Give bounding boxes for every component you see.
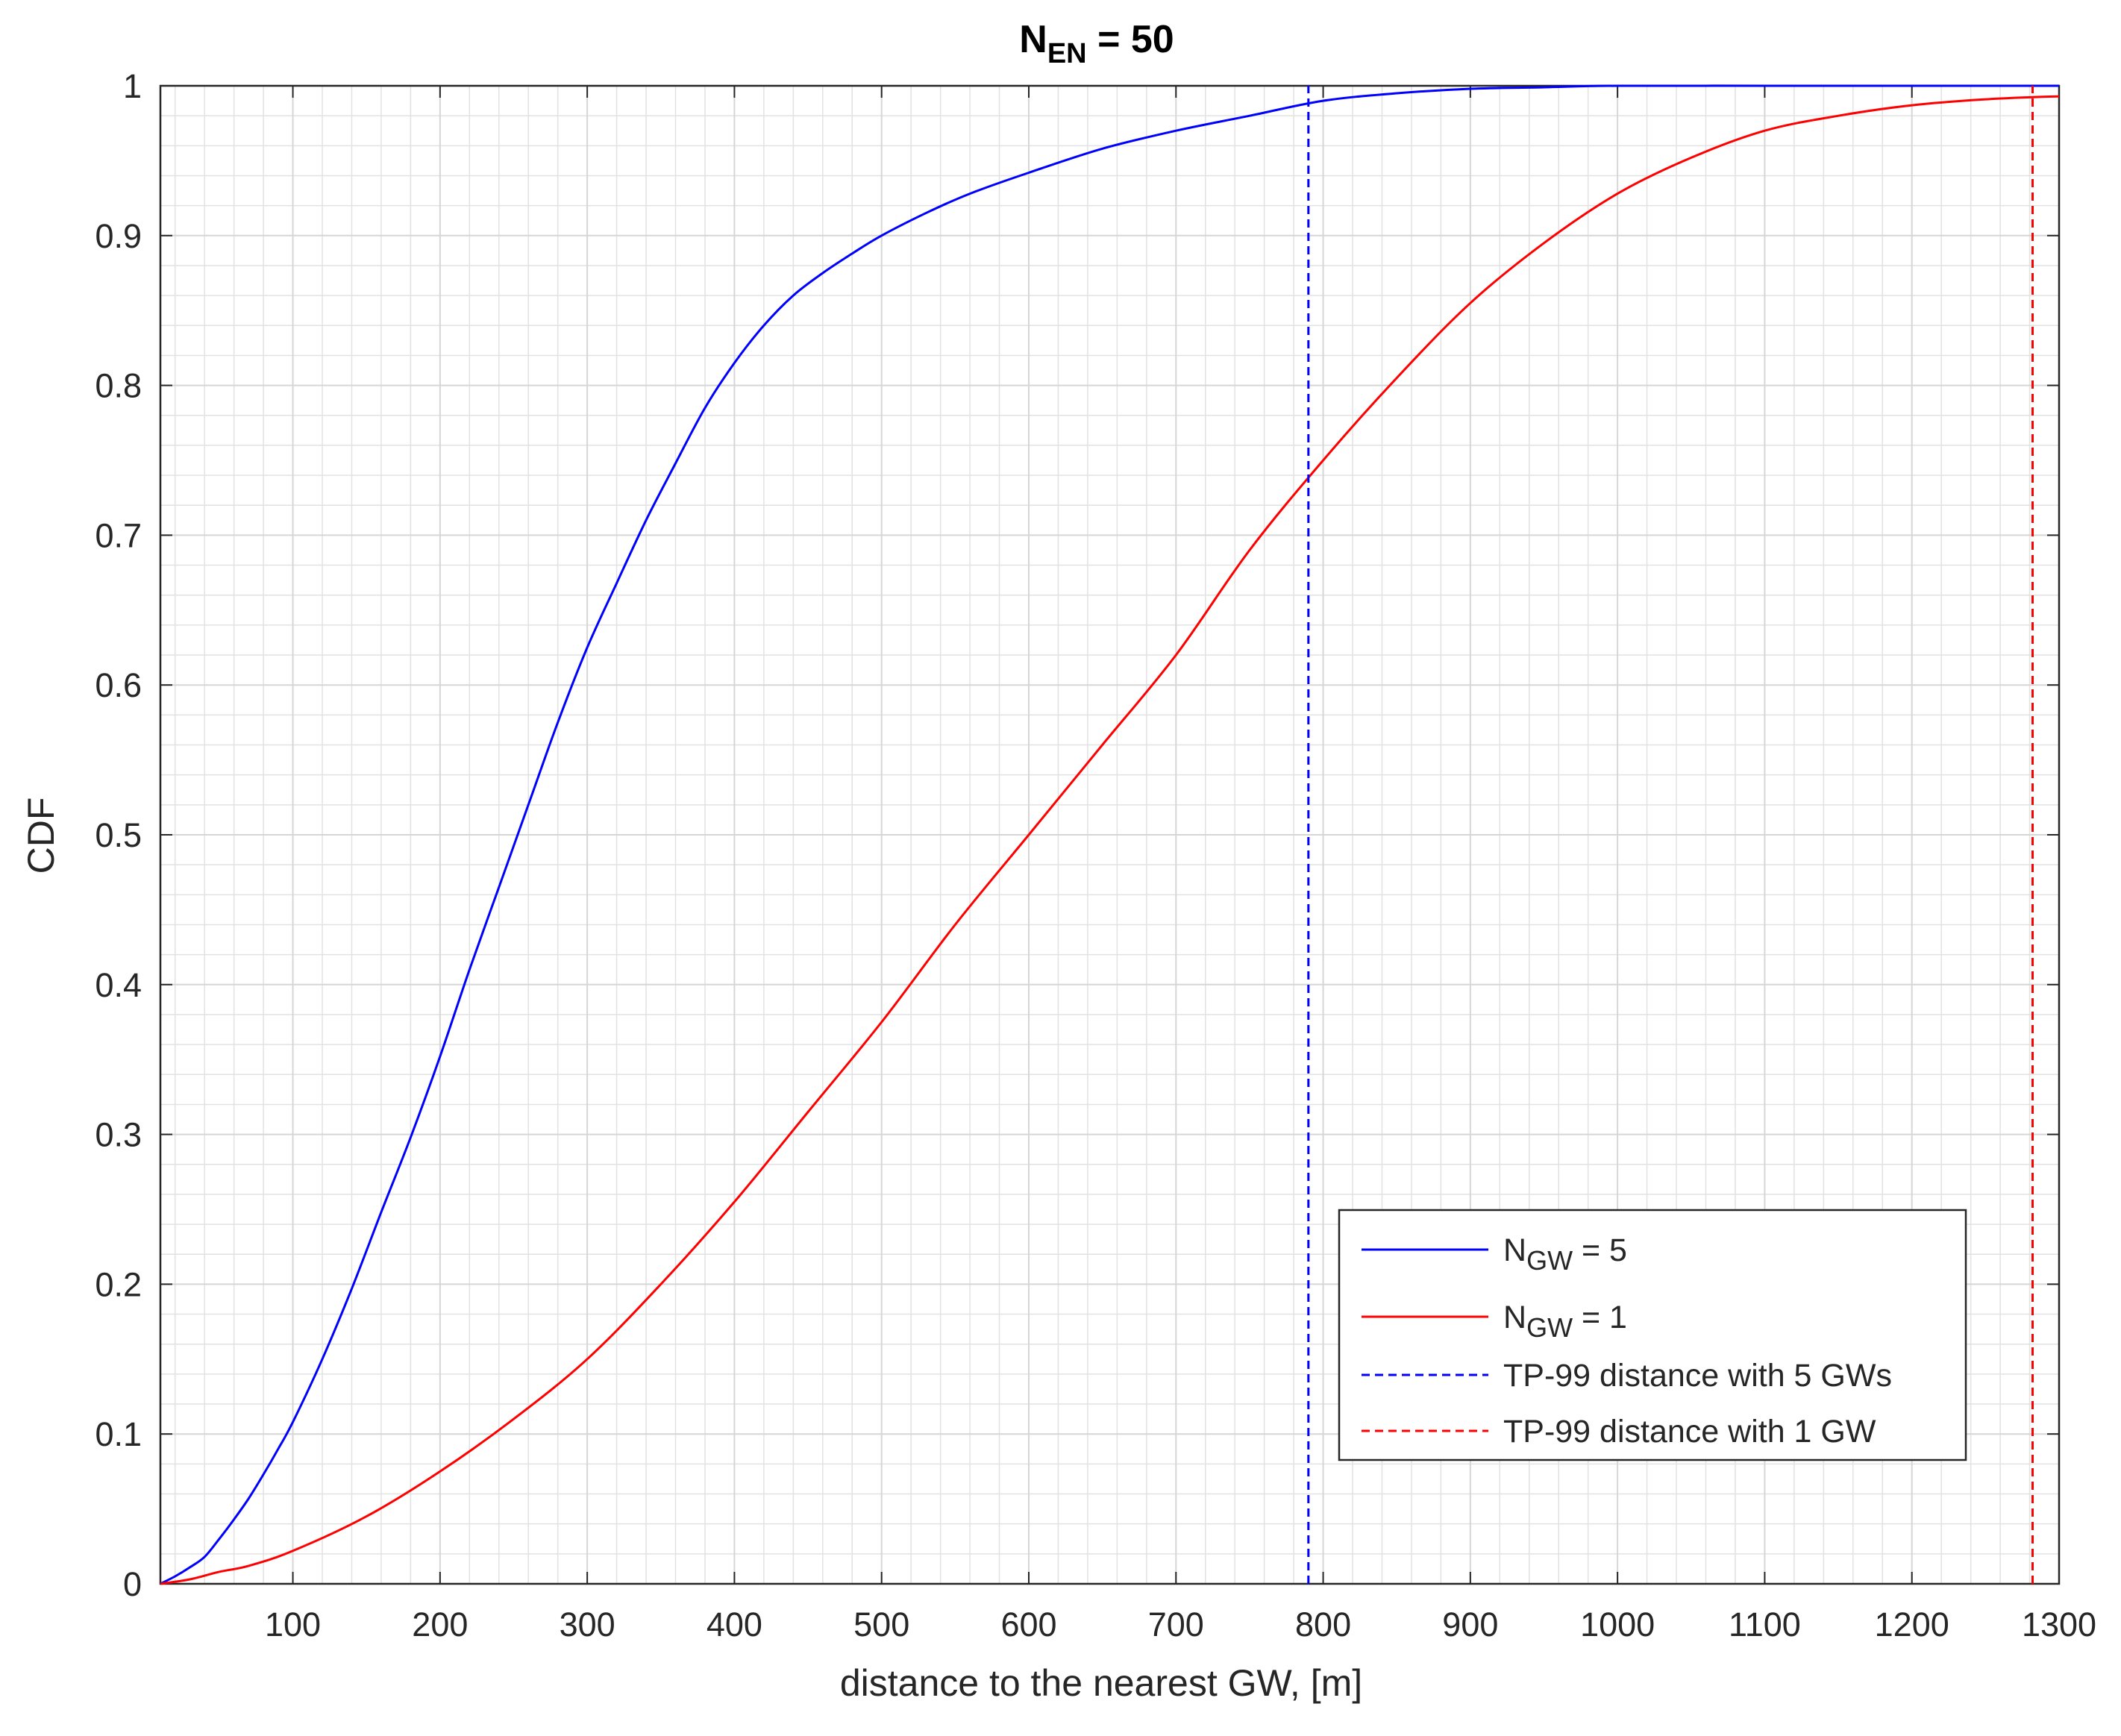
- legend-box: [1338, 1209, 1967, 1461]
- legend-entry-tp99-5gw: TP-99 distance with 5 GWs: [1503, 1358, 1892, 1394]
- y-tick-label: 0.9: [95, 217, 142, 255]
- x-tick-label: 100: [265, 1605, 321, 1643]
- data-lines: [160, 84, 2060, 1585]
- x-tick-label: 200: [412, 1605, 468, 1643]
- y-tick-label: 0.7: [95, 516, 142, 554]
- y-tick-label: 0.4: [95, 966, 142, 1004]
- x-tick-label: 900: [1442, 1605, 1498, 1643]
- legend-entry-ngw5: NGW = 5: [1503, 1232, 1627, 1276]
- legend: NGW = 5 NGW = 1 TP-99 distance with 5 GW…: [1338, 1209, 1967, 1461]
- chart-title: NEN = 50: [1019, 18, 1174, 69]
- y-tick-label: 0.3: [95, 1116, 142, 1154]
- x-axis-label: distance to the nearest GW, [m]: [840, 1662, 1362, 1704]
- y-tick-label: 0.1: [95, 1415, 142, 1453]
- x-tick-label: 700: [1148, 1605, 1204, 1643]
- y-tick-label: 0.8: [95, 367, 142, 405]
- plot-axes: [159, 84, 2061, 1585]
- x-tick-label: 1300: [2022, 1605, 2096, 1643]
- series-line-ngw1: [160, 95, 2060, 1585]
- x-tick-label: 600: [1000, 1605, 1056, 1643]
- x-tick-label: 1200: [1875, 1605, 1949, 1643]
- y-tick-label: 0.2: [95, 1265, 142, 1303]
- title-main: N: [1019, 18, 1047, 61]
- y-tick-label: 1: [123, 67, 142, 105]
- x-tick-label: 1100: [1729, 1605, 1801, 1643]
- title-sub: EN: [1047, 38, 1087, 69]
- tick-labels: 100 200 300 400 500 600 700 800 900 1000 1100 1200 1…: [95, 67, 2096, 1643]
- x-tick-label: 800: [1295, 1605, 1351, 1643]
- x-tick-label: 400: [707, 1605, 762, 1643]
- y-tick-label: 0.5: [95, 816, 142, 854]
- x-tick-label: 1000: [1580, 1605, 1655, 1643]
- legend-entry-tp99-1gw: TP-99 distance with 1 GW: [1503, 1414, 1876, 1450]
- legend-entry-ngw1: NGW = 1: [1503, 1300, 1627, 1343]
- x-tick-label: 300: [560, 1605, 615, 1643]
- y-axis-label: CDF: [20, 798, 62, 874]
- series-line-ngw5: [160, 84, 2059, 1585]
- x-tick-label: 500: [853, 1605, 909, 1643]
- y-tick-label: 0.6: [95, 666, 142, 704]
- y-tick-label: 0: [123, 1565, 142, 1603]
- title-rest: = 50: [1087, 18, 1174, 61]
